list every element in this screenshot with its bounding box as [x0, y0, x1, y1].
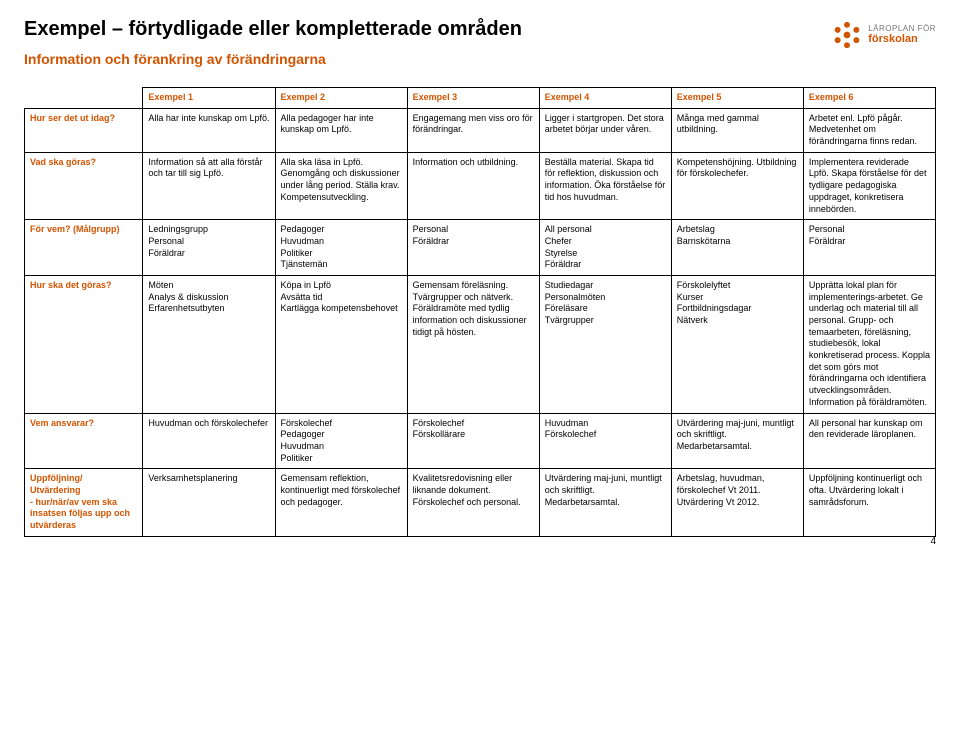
- table-body: Hur ser det ut idag?Alla har inte kunska…: [25, 108, 936, 536]
- table-cell: Utvärdering maj-juni, muntligt och skrif…: [539, 469, 671, 536]
- table-cell: Information så att alla förstår och tar …: [143, 152, 275, 219]
- table-cell: Pedagoger Huvudman Politiker Tjänstemän: [275, 220, 407, 276]
- logo-text-bottom: förskolan: [868, 33, 936, 45]
- col-header-empty: [25, 88, 143, 109]
- table-cell: Personal Föräldrar: [407, 220, 539, 276]
- table-cell: Implementera reviderade Lpfö. Skapa förs…: [803, 152, 935, 219]
- table-cell: Huvudman Förskolechef: [539, 413, 671, 469]
- table-cell: Ledningsgrupp Personal Föräldrar: [143, 220, 275, 276]
- row-label: Hur ska det göras?: [25, 275, 143, 413]
- page-title: Exempel – förtydligade eller komplettera…: [24, 18, 830, 41]
- table-row: Hur ska det göras?Möten Analys & diskuss…: [25, 275, 936, 413]
- table-cell: Alla ska läsa in Lpfö. Genomgång och dis…: [275, 152, 407, 219]
- logo-text-top: LÄROPLAN FÖR: [868, 25, 936, 34]
- table-cell: Utvärdering maj-juni, muntligt och skrif…: [671, 413, 803, 469]
- page-number: 4: [930, 536, 936, 547]
- table-cell: Arbetslag, huvudman, förskolechef Vt 201…: [671, 469, 803, 536]
- table-cell: Alla har inte kunskap om Lpfö.: [143, 108, 275, 152]
- col-header: Exempel 1: [143, 88, 275, 109]
- logo-text: LÄROPLAN FÖR förskolan: [868, 25, 936, 46]
- table-row: Vad ska göras?Information så att alla fö…: [25, 152, 936, 219]
- table-cell: Möten Analys & diskussion Erfarenhetsutb…: [143, 275, 275, 413]
- table-row: Hur ser det ut idag?Alla har inte kunska…: [25, 108, 936, 152]
- table-cell: Många med gammal utbildning.: [671, 108, 803, 152]
- table-row: Vem ansvarar?Huvudman och förskolechefer…: [25, 413, 936, 469]
- table-row: Uppföljning/ Utvärdering - hur/när/av ve…: [25, 469, 936, 536]
- row-label: Vad ska göras?: [25, 152, 143, 219]
- table-header: Exempel 1Exempel 2Exempel 3Exempel 4Exem…: [25, 88, 936, 109]
- row-label: Vem ansvarar?: [25, 413, 143, 469]
- col-header: Exempel 2: [275, 88, 407, 109]
- row-label: Hur ser det ut idag?: [25, 108, 143, 152]
- table-cell: Förskolechef Pedagoger Huvudman Politike…: [275, 413, 407, 469]
- row-label: Uppföljning/ Utvärdering - hur/när/av ve…: [25, 469, 143, 536]
- col-header: Exempel 6: [803, 88, 935, 109]
- table-cell: Alla pedagoger har inte kunskap om Lpfö.: [275, 108, 407, 152]
- table-cell: All personal har kunskap om den revidera…: [803, 413, 935, 469]
- table-cell: Engagemang men viss oro för förändringar…: [407, 108, 539, 152]
- logo: LÄROPLAN FÖR förskolan: [830, 18, 936, 52]
- table-cell: All personal Chefer Styrelse Föräldrar: [539, 220, 671, 276]
- table-cell: Verksamhetsplanering: [143, 469, 275, 536]
- table-cell: Upprätta lokal plan för implementerings-…: [803, 275, 935, 413]
- col-header: Exempel 3: [407, 88, 539, 109]
- table-cell: Kompetenshöjning. Utbildning för förskol…: [671, 152, 803, 219]
- table-cell: Kvalitetsredovisning eller liknande doku…: [407, 469, 539, 536]
- table-cell: Förskolechef Förskollärare: [407, 413, 539, 469]
- example-table: Exempel 1Exempel 2Exempel 3Exempel 4Exem…: [24, 87, 936, 537]
- col-header: Exempel 5: [671, 88, 803, 109]
- table-cell: Köpa in Lpfö Avsätta tid Kartlägga kompe…: [275, 275, 407, 413]
- table-cell: Information och utbildning.: [407, 152, 539, 219]
- page-header: Exempel – förtydligade eller komplettera…: [24, 18, 936, 79]
- table-cell: Arbetet enl. Lpfö pågår. Medvetenhet om …: [803, 108, 935, 152]
- table-row: För vem? (Målgrupp)Ledningsgrupp Persona…: [25, 220, 936, 276]
- page-subtitle: Information och förankring av förändring…: [24, 51, 830, 67]
- table-cell: Studiedagar Personalmöten Föreläsare Tvä…: [539, 275, 671, 413]
- col-header: Exempel 4: [539, 88, 671, 109]
- table-cell: Personal Föräldrar: [803, 220, 935, 276]
- row-label: För vem? (Målgrupp): [25, 220, 143, 276]
- table-cell: Förskolelyftet Kurser Fortbildningsdagar…: [671, 275, 803, 413]
- table-cell: Huvudman och förskolechefer: [143, 413, 275, 469]
- table-cell: Arbetslag Barnskötarna: [671, 220, 803, 276]
- table-cell: Ligger i startgropen. Det stora arbetet …: [539, 108, 671, 152]
- table-cell: Gemensam reflektion, kontinuerligt med f…: [275, 469, 407, 536]
- title-block: Exempel – förtydligade eller komplettera…: [24, 18, 830, 79]
- table-cell: Uppföljning kontinuerligt och ofta. Utvä…: [803, 469, 935, 536]
- table-cell: Beställa material. Skapa tid för reflekt…: [539, 152, 671, 219]
- flower-icon: [830, 18, 864, 52]
- table-cell: Gemensam föreläsning. Tvärgrupper och nä…: [407, 275, 539, 413]
